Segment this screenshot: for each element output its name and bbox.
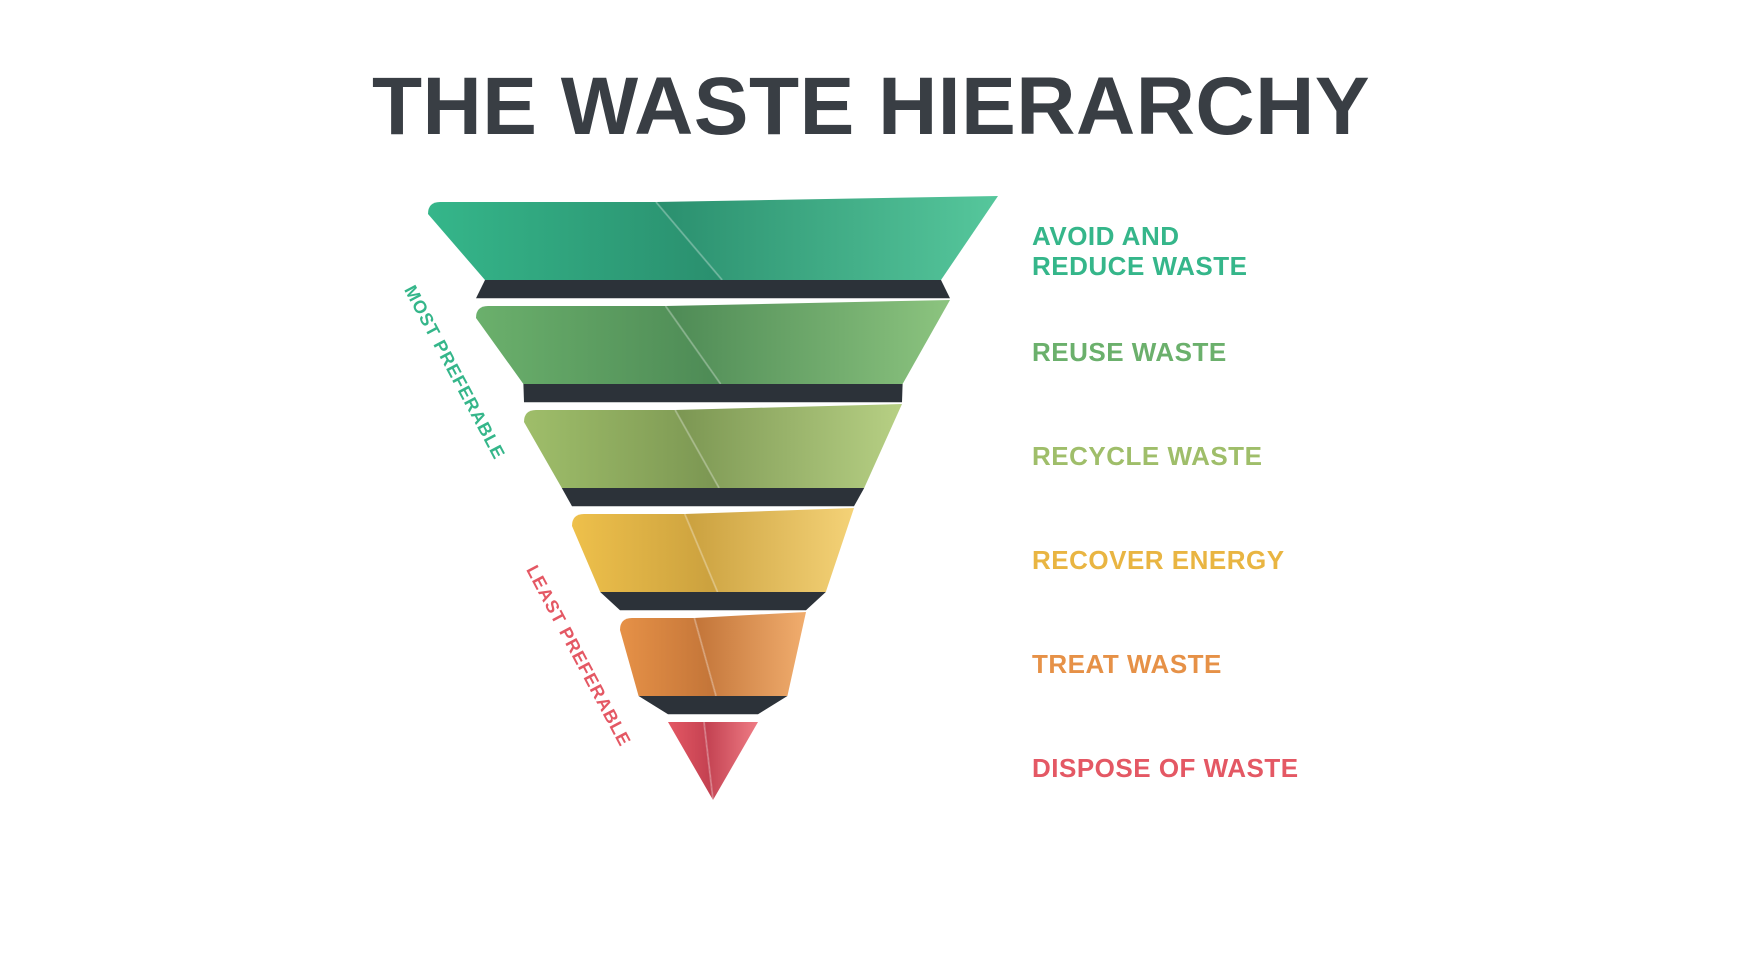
funnel-segment-recover xyxy=(572,508,854,592)
funnel-segment-reuse xyxy=(476,300,950,384)
funnel-diagram xyxy=(368,196,1058,834)
funnel-shadow-recover xyxy=(600,592,826,610)
label-dispose: DISPOSE OF WASTE xyxy=(1032,754,1299,784)
funnel-segment-dispose xyxy=(668,722,758,800)
label-recover: RECOVER ENERGY xyxy=(1032,546,1285,576)
label-reuse: REUSE WASTE xyxy=(1032,338,1227,368)
funnel-shadow-reuse xyxy=(523,384,902,402)
funnel-segment-recycle xyxy=(524,404,902,488)
label-treat: TREAT WASTE xyxy=(1032,650,1222,680)
funnel-segment-avoid xyxy=(428,196,998,280)
funnel-segment-treat xyxy=(620,612,806,696)
funnel-shadow-treat xyxy=(639,696,788,714)
funnel-svg xyxy=(368,196,1058,834)
label-avoid: AVOID AND REDUCE WASTE xyxy=(1032,222,1247,282)
main-title: THE WASTE HIERARCHY xyxy=(0,60,1742,154)
infographic-stage: THE WASTE HIERARCHY AVOID AND REDUCE WAS… xyxy=(0,0,1742,980)
funnel-shadow-avoid xyxy=(476,280,950,298)
funnel-shadow-recycle xyxy=(562,488,864,506)
label-recycle: RECYCLE WASTE xyxy=(1032,442,1262,472)
